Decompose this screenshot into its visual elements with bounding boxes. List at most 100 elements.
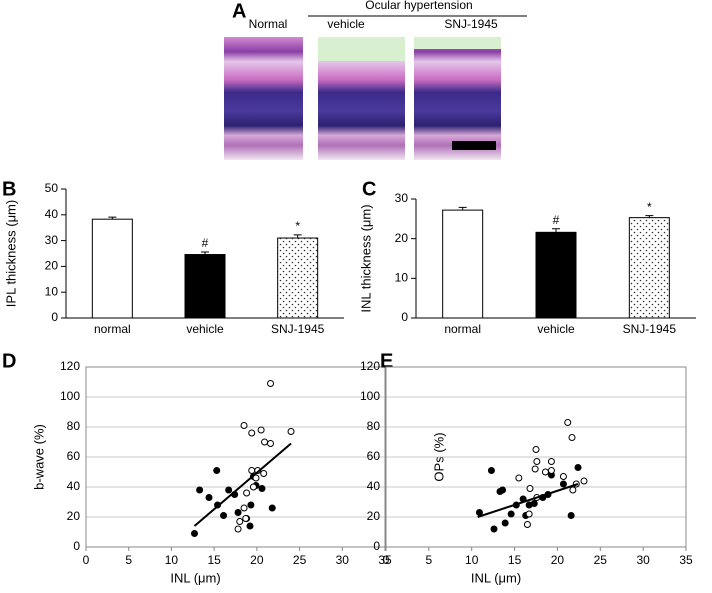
histology-background: [318, 37, 405, 61]
error-bar: [552, 228, 560, 233]
histology-background: [414, 37, 501, 49]
point: [267, 440, 275, 447]
x-tick-label: 30: [636, 553, 650, 567]
x-tick-label: 5: [426, 553, 433, 567]
histology-image: [414, 37, 501, 160]
point: [547, 458, 555, 465]
error-bar: [293, 234, 302, 239]
x-tick-label: 0: [83, 553, 90, 567]
trend-line: [477, 483, 579, 518]
histology-image: [224, 37, 303, 160]
point: [234, 509, 242, 516]
x-tick-label: SNJ-1945: [623, 322, 677, 336]
y-axis-label: b-wave (%): [31, 424, 46, 490]
point: [257, 426, 265, 434]
error-bar: [645, 215, 654, 218]
y-tick-label: 20: [67, 509, 81, 523]
point: [541, 468, 549, 476]
y-axis-label: IPL thickness (μm): [3, 200, 18, 307]
y-tick-label: 0: [373, 539, 380, 553]
x-tick-label: 20: [551, 553, 565, 567]
error-bar: [458, 206, 467, 211]
panel-letter: B: [2, 178, 16, 200]
x-tick-label: normal: [444, 322, 481, 336]
x-tick-label: 30: [336, 553, 350, 567]
point: [246, 522, 254, 530]
point: [531, 465, 539, 473]
point: [261, 438, 269, 446]
bar: [628, 217, 670, 319]
y-tick-label: 20: [45, 259, 59, 273]
point: [499, 486, 507, 494]
y-tick-label: 120: [60, 359, 80, 373]
y-tick-label: 10: [395, 271, 409, 285]
point: [523, 521, 531, 528]
plot-frame: [385, 366, 687, 548]
point: [490, 525, 498, 533]
x-tick-label: 20: [250, 553, 264, 567]
point: [564, 419, 572, 426]
point: [475, 509, 483, 516]
point: [240, 504, 248, 512]
y-tick-label: 0: [401, 310, 408, 324]
group-header: Ocular hypertension: [365, 0, 472, 12]
point: [507, 510, 515, 518]
y-axis-label: INL thickness (μm): [358, 204, 373, 312]
point: [559, 473, 567, 480]
annotation: *: [647, 200, 652, 214]
point: [252, 474, 260, 482]
point: [532, 446, 540, 453]
x-tick-label: 35: [378, 553, 392, 567]
panel-letter: C: [362, 178, 376, 200]
panel-letter: A: [232, 0, 246, 22]
bar: [442, 209, 484, 319]
annotation: #: [553, 213, 560, 227]
x-tick-label: 10: [465, 553, 479, 567]
bar: [91, 218, 133, 319]
x-axis-label: INL (μm): [471, 570, 521, 585]
y-tick-label: 50: [45, 181, 59, 195]
point: [249, 483, 257, 491]
y-tick-label: 100: [60, 389, 80, 403]
point: [220, 512, 228, 519]
point: [260, 470, 268, 477]
point: [258, 485, 266, 492]
plot-frame: [85, 366, 386, 548]
x-tick-label: SNJ-1945: [271, 322, 325, 336]
y-tick-label: 40: [367, 479, 381, 493]
point: [267, 380, 275, 387]
point: [196, 486, 204, 494]
x-axis-label: INL (μm): [170, 570, 220, 585]
x-tick-label: 15: [207, 553, 221, 567]
point: [559, 480, 567, 488]
point: [525, 510, 533, 518]
image-label: SNJ-1945: [444, 17, 498, 31]
y-tick-label: 120: [360, 359, 380, 373]
point: [569, 486, 577, 494]
point: [234, 525, 242, 533]
point: [568, 434, 576, 441]
y-tick-label: 10: [45, 284, 59, 298]
point: [487, 467, 495, 474]
x-tick-label: normal: [94, 322, 131, 336]
y-tick-label: 60: [67, 449, 81, 463]
point: [567, 512, 575, 519]
y-tick-label: 40: [67, 479, 81, 493]
point: [574, 464, 582, 471]
y-tick-label: 40: [45, 207, 59, 221]
x-tick-label: vehicle: [186, 322, 224, 336]
bar: [277, 237, 319, 319]
error-bar: [108, 216, 117, 220]
point: [530, 500, 538, 507]
y-tick-label: 0: [51, 310, 58, 324]
point: [242, 515, 250, 522]
point: [547, 467, 555, 474]
image-label: vehicle: [327, 17, 365, 31]
error-bar: [201, 251, 209, 255]
y-tick-label: 80: [367, 419, 381, 433]
y-tick-label: 30: [395, 191, 409, 205]
point: [247, 501, 255, 509]
annotation: #: [202, 236, 209, 250]
x-tick-label: 5: [125, 553, 132, 567]
